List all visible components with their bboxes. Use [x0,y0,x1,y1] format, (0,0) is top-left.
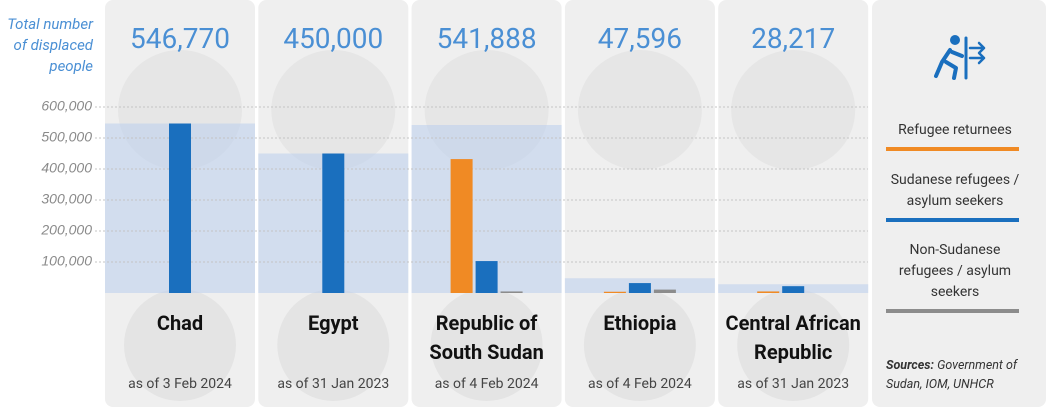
total-label: 450,000 [283,22,384,55]
map-decoration [271,50,396,170]
bar [475,261,498,293]
date-label: as of 31 Jan 2023 [277,376,390,392]
bar [782,286,805,293]
date-label: as of 31 Jan 2023 [737,376,850,392]
legend-label: Refugee returnees [898,122,1012,138]
category-label: Ethiopia [603,311,677,335]
bar [169,123,191,293]
flag-decoration [583,289,696,401]
bar [757,291,780,293]
bar [603,291,626,293]
legend-label: Non-Sudanese refugees / asylum seekers [898,242,1012,300]
y-tick-label: 100,000 [41,253,92,269]
date-label: as of 4 Feb 2024 [434,376,539,392]
bar [500,291,523,293]
total-label: 541,888 [436,22,537,55]
total-label: 28,217 [751,22,836,55]
y-tick-label: 300,000 [41,191,92,207]
legend-icon [934,35,986,80]
category-label: Egypt [308,311,359,335]
flag-decoration [430,289,543,401]
sources: Sources: Government of Sudan, IOM, UNHCR [886,356,1036,394]
map-decoration [731,50,856,170]
y-tick-label: 400,000 [41,160,92,176]
flag-decoration [124,289,236,401]
date-label: as of 3 Feb 2024 [128,376,232,392]
axis-title: Total number of displaced people [7,15,93,75]
sources-text: Government of Sudan, IOM, UNHCR [886,358,1018,392]
y-tick-label: 200,000 [40,222,92,238]
legend-panel [872,0,1046,407]
legend-label: Sudanese refugees / asylum seekers [890,172,1020,209]
bar [450,159,473,293]
date-label: as of 4 Feb 2024 [587,376,692,392]
flag-decoration [737,289,850,401]
sources-label: Sources: [886,358,934,373]
y-tick-label: 600,000 [41,98,92,114]
category-label: Central African Republic [725,311,861,364]
bar [628,283,651,293]
total-label: 546,770 [130,22,230,55]
flag-decoration [277,289,390,401]
category-label: Republic of South Sudan [429,311,544,364]
map-decoration [577,50,702,170]
bar [653,289,676,293]
bar [322,153,345,293]
total-label: 47,596 [597,22,682,55]
y-tick-label: 500,000 [41,129,92,145]
category-label: Chad [156,311,204,335]
